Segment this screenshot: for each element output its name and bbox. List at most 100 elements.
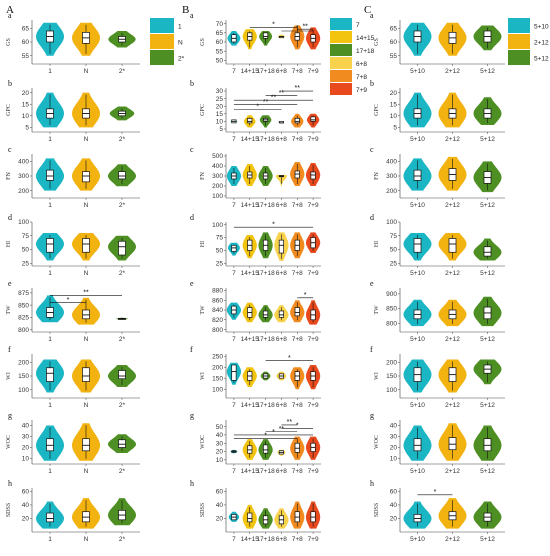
box-A-d-0 [46, 238, 54, 253]
y-tick-label-B-e-3: 860 [212, 297, 223, 304]
y-tick-label-B-c-2: 300 [212, 173, 223, 180]
legend-swatch-B-0 [330, 18, 352, 30]
y-tick-label-B-h-0: 20 [216, 516, 224, 523]
y-tick-label-A-g-1: 20 [22, 445, 30, 452]
y-tick-label-A-e-3: 875 [18, 290, 29, 297]
y-tick-label-C-d-3: 100 [386, 219, 397, 226]
x-tick-label-B-f-2: 17+18 [256, 402, 275, 409]
signif-label-B-g-1: * [272, 429, 275, 436]
y-tick-label-C-h-0: 20 [390, 516, 398, 523]
y-tick-label-B-c-1: 200 [212, 183, 223, 190]
x-tick-label-A-a-2: 2* [119, 68, 126, 75]
x-tick-label-B-c-5: 7+9 [308, 202, 319, 209]
x-tick-label-C-a-0: 5+10 [410, 68, 425, 75]
x-tick-label-B-f-3: 6+8 [276, 402, 287, 409]
x-tick-label-B-b-2: 17+18 [256, 136, 275, 143]
signif-label-B-b-1: ** [263, 99, 269, 106]
box-B-g-2 [263, 444, 269, 454]
y-tick-label-B-b-2: 15 [216, 111, 224, 118]
x-tick-label-B-a-0: 7 [232, 68, 236, 75]
y-tick-label-A-c-1: 300 [18, 173, 29, 180]
panel-letter-C-c: c [370, 145, 374, 154]
panel-letter-B-d: d [190, 213, 194, 222]
y-axis-label-B-h: SDSS [200, 503, 206, 517]
x-tick-label-B-b-1: 14+15 [241, 136, 260, 143]
signif-label-B-g-4: ** [287, 419, 293, 426]
y-tick-label-C-d-2: 75 [390, 233, 398, 240]
box-C-g-2 [483, 438, 492, 452]
x-tick-label-B-g-1: 14+15 [241, 468, 260, 475]
x-tick-label-B-h-3: 6+8 [276, 536, 287, 543]
x-tick-label-A-g-1: N [84, 468, 89, 475]
y-tick-label-B-c-0: 100 [212, 193, 223, 200]
x-tick-label-C-e-1: 2+12 [445, 336, 460, 343]
x-tick-label-A-a-0: 1 [48, 68, 52, 75]
signif-label-A-e-0: * [67, 297, 70, 304]
x-tick-label-B-c-4: 7+8 [292, 202, 303, 209]
box-A-e-1 [82, 309, 90, 320]
y-axis-label-B-c: FN [200, 171, 206, 179]
x-tick-label-C-d-1: 2+12 [445, 270, 460, 277]
y-axis-label-B-e: TW [200, 305, 206, 315]
signif-label-B-b-0: * [256, 103, 259, 110]
y-axis-label-B-d: HI [200, 241, 206, 247]
legend-swatch-B-1 [330, 31, 352, 43]
x-tick-label-A-e-0: 1 [48, 336, 52, 343]
panel-letter-A-c: c [8, 145, 12, 154]
y-tick-label-B-g-1: 20 [216, 449, 224, 456]
x-tick-label-B-e-3: 6+8 [276, 336, 287, 343]
panel-letter-A-g: g [8, 411, 12, 420]
legend-label-C-2: 5+12 [534, 56, 549, 63]
y-tick-label-A-g-0: 10 [22, 456, 30, 463]
x-tick-label-B-d-3: 6+8 [276, 270, 287, 277]
x-tick-label-A-a-1: N [84, 68, 89, 75]
y-tick-label-B-g-0: 10 [216, 457, 224, 464]
column-label-B: B [182, 4, 189, 16]
box-A-c-1 [82, 171, 90, 183]
x-tick-label-B-e-1: 14+15 [241, 336, 260, 343]
legend-label-B-5: 7+9 [356, 87, 367, 94]
y-tick-label-C-e-1: 850 [386, 306, 397, 313]
signif-label-B-e-0: * [304, 292, 307, 299]
y-tick-label-B-f-1: 150 [212, 375, 223, 382]
y-tick-label-B-a-3: 65 [216, 30, 224, 37]
panel-letter-A-h: h [8, 479, 12, 488]
y-tick-label-B-c-3: 400 [212, 163, 223, 170]
x-tick-label-C-c-1: 2+12 [445, 202, 460, 209]
panel-letter-B-h: h [190, 479, 194, 488]
y-axis-label-B-b: GPC [200, 104, 206, 116]
x-tick-label-C-f-0: 5+10 [410, 402, 425, 409]
y-tick-label-B-a-2: 60 [216, 39, 224, 46]
x-tick-label-B-h-0: 7 [232, 536, 236, 543]
y-tick-label-C-a-1: 60 [390, 39, 398, 46]
x-tick-label-A-g-2: 2* [119, 468, 126, 475]
panel-letter-A-b: b [8, 79, 12, 88]
panel-letter-A-f: f [8, 345, 11, 354]
x-tick-label-B-g-3: 6+8 [276, 468, 287, 475]
signif-label-B-b-3: ** [279, 90, 285, 97]
y-tick-label-B-a-0: 50 [216, 58, 224, 65]
x-tick-label-B-h-1: 14+15 [241, 536, 260, 543]
y-tick-label-B-a-4: 70 [216, 21, 224, 28]
y-tick-label-C-h-1: 40 [390, 502, 398, 509]
y-tick-label-A-b-3: 20 [22, 90, 30, 97]
x-tick-label-C-e-0: 5+10 [410, 336, 425, 343]
x-tick-label-B-f-4: 7+8 [292, 402, 303, 409]
legend-label-A-0: 1 [178, 24, 182, 31]
x-tick-label-C-d-2: 5+12 [480, 270, 495, 277]
legend-swatch-C-0 [508, 18, 530, 33]
box-A-d-2 [118, 240, 126, 256]
y-tick-label-C-d-0: 25 [390, 260, 398, 267]
x-tick-label-A-h-0: 1 [48, 536, 52, 543]
legend-label-C-0: 5+10 [534, 24, 549, 31]
x-tick-label-B-g-0: 7 [232, 468, 236, 475]
y-tick-label-A-f-1: 150 [18, 373, 29, 380]
box-A-c-0 [46, 169, 54, 181]
x-tick-label-A-b-2: 2* [119, 136, 126, 143]
y-tick-label-B-a-1: 55 [216, 48, 224, 55]
box-C-c-0 [413, 169, 422, 181]
y-tick-label-A-d-2: 75 [22, 233, 30, 240]
y-tick-label-B-b-4: 25 [216, 96, 224, 103]
legend-swatch-B-3 [330, 57, 352, 69]
y-tick-label-C-c-0: 200 [386, 188, 397, 195]
